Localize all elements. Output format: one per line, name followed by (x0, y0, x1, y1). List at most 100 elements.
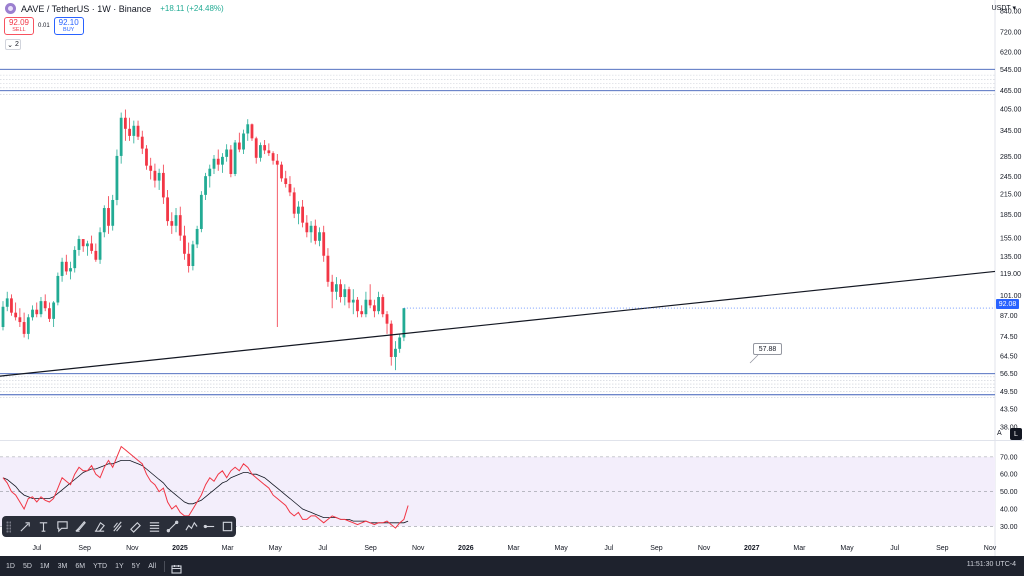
price-tick-label: 285.00 (1000, 154, 1022, 161)
candle-body (242, 133, 245, 150)
price-tick-label: 56.50 (1000, 371, 1018, 378)
rectangle-tool[interactable] (220, 517, 236, 536)
indicators-toggle[interactable]: ⌄ 2 (5, 39, 21, 50)
brush-tool[interactable] (72, 517, 88, 536)
note-tool[interactable] (54, 517, 70, 536)
candle-body (309, 225, 313, 233)
log-scale-button[interactable]: L (1010, 428, 1022, 440)
price-tick-label: 215.00 (1000, 192, 1022, 199)
candle-body (69, 268, 72, 272)
candle-body (115, 155, 119, 200)
cursor-icon (20, 522, 30, 532)
path-tool[interactable] (183, 517, 199, 536)
candle-body (343, 289, 347, 298)
price-tick-label: 43.50 (1000, 406, 1018, 413)
price-tick-label: 101.00 (1000, 293, 1022, 300)
eraser-icon (94, 521, 105, 532)
chevron-down-icon: ⌄ (7, 41, 13, 49)
time-axis-label: Jul (890, 545, 899, 552)
candle-body (347, 289, 351, 303)
time-axis-label: Sep (936, 545, 949, 552)
symbol-title[interactable]: AAVE / TetherUS · 1W · Binance (21, 3, 152, 14)
candle-body (145, 148, 148, 166)
candle-body (275, 160, 279, 165)
rsi-tick-label: 50.00 (1000, 489, 1018, 496)
candle-body (140, 136, 144, 149)
price-callout[interactable]: 57.88 (753, 343, 782, 355)
trendline-tool[interactable] (164, 517, 180, 536)
sell-price: 92.09 (8, 17, 30, 27)
candle-body (237, 142, 241, 150)
price-tick-label: 545.00 (1000, 67, 1022, 74)
range-5d[interactable]: 5D (22, 562, 32, 570)
range-ytd[interactable]: YTD (93, 562, 108, 570)
candle-body (132, 125, 136, 136)
go-to-date-button[interactable] (171, 561, 182, 574)
candle-body (153, 170, 157, 181)
candle-body (216, 158, 220, 165)
fib-icon (113, 521, 122, 532)
time-axis-label: Sep (650, 545, 663, 552)
fib-tool[interactable] (109, 517, 125, 536)
symbol-header[interactable]: AAVE / TetherUS · 1W · Binance +18.11 (+… (5, 3, 224, 14)
time-axis-label: May (269, 545, 283, 552)
candle-body (246, 124, 250, 134)
candle-body (208, 168, 212, 177)
candle-body (267, 150, 271, 154)
horizontal-line-tool[interactable] (201, 517, 217, 536)
price-tick-label: 345.00 (1000, 128, 1022, 135)
candle-body (334, 284, 338, 292)
candle-body (364, 299, 368, 315)
candle-body (111, 199, 115, 226)
text-icon (40, 522, 48, 532)
candle-body (212, 158, 216, 169)
candle-body (221, 156, 224, 165)
auto-scale-button[interactable]: A (997, 430, 1002, 437)
lines-icon (149, 522, 159, 532)
aave-logo-icon (5, 3, 16, 14)
candle-body (292, 192, 296, 214)
candle-body (191, 244, 195, 266)
candle-body (330, 281, 334, 292)
time-axis-label: 2025 (172, 545, 188, 552)
candle-body (149, 165, 153, 171)
candle-body (60, 261, 64, 276)
candle-body (56, 275, 60, 303)
range-1y[interactable]: 1Y (115, 562, 124, 570)
cursor-tool[interactable] (17, 517, 33, 536)
range-all[interactable]: All (148, 562, 157, 570)
price-tick-label: 87.00 (1000, 313, 1018, 320)
currency-label: USDT (991, 5, 1011, 12)
buy-button[interactable]: 92.10 BUY (53, 17, 84, 35)
time-axis-label: May (555, 545, 569, 552)
eraser-tool[interactable] (91, 517, 107, 536)
range-1m[interactable]: 1M (39, 562, 50, 570)
measure-tool[interactable] (128, 517, 144, 536)
timezone-clock[interactable]: 11:51:30 UTC-4 (966, 561, 1016, 568)
candle-body (372, 305, 376, 312)
range-1d[interactable]: 1D (6, 562, 15, 570)
text-tool[interactable] (36, 517, 52, 536)
lines-tool[interactable] (146, 517, 162, 536)
rsi-tick-label: 70.00 (1000, 454, 1018, 461)
trade-panel: 92.09 SELL 0.01 92.10 BUY (4, 17, 84, 35)
range-5y[interactable]: 5Y (131, 562, 141, 570)
chart-area[interactable]: 840.00 720.00 620.00 545.00 465.00 405.00 345.… (0, 0, 1024, 556)
candle-body (73, 249, 77, 269)
candle-body (178, 215, 182, 236)
time-axis-label: 2027 (744, 545, 760, 552)
range-3m[interactable]: 3M (57, 562, 68, 570)
candle-body (107, 208, 110, 226)
chart-canvas[interactable]: 840.00 720.00 620.00 545.00 465.00 405.00 345.… (0, 0, 1024, 556)
candle-body (86, 243, 89, 247)
currency-selector[interactable]: USDT ▾ (992, 4, 1016, 12)
toolbar-divider (164, 560, 166, 572)
drag-handle[interactable] (6, 520, 12, 533)
candle-body (157, 172, 161, 181)
sell-button[interactable]: 92.09 SELL (4, 17, 34, 35)
trendline-icon (166, 520, 179, 533)
candle-body (170, 221, 174, 226)
time-axis-label: Nov (126, 545, 139, 552)
candle-body (259, 145, 262, 158)
range-6m[interactable]: 6M (75, 562, 86, 570)
